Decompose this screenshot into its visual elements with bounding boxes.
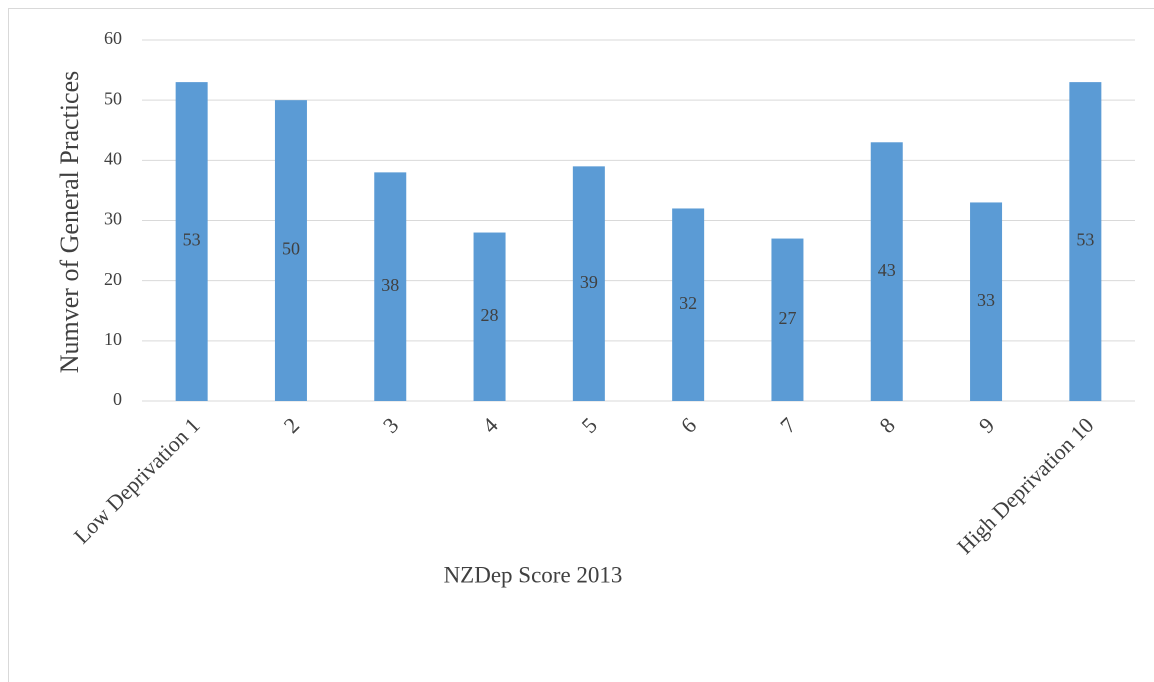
data-label: 53 (183, 230, 201, 250)
bar (175, 82, 208, 401)
data-label: 53 (1076, 230, 1094, 250)
bar (672, 208, 705, 401)
bar (771, 238, 804, 401)
y-tick-label: 30 (104, 209, 122, 229)
y-tick-label: 20 (104, 269, 122, 289)
bar (870, 142, 903, 402)
y-tick-label: 50 (104, 88, 122, 108)
x-tick-label: Low Deprivation 1 (69, 412, 205, 548)
bar (572, 166, 605, 401)
bar (1069, 82, 1102, 401)
x-tick-label: 7 (775, 412, 800, 437)
data-label: 43 (878, 260, 896, 280)
x-tick-label: 5 (576, 412, 601, 437)
data-label: 38 (381, 275, 399, 295)
chart-border (8, 8, 1154, 682)
x-tick-label: High Deprivation 10 (952, 412, 1098, 558)
x-tick-label: 3 (378, 412, 403, 437)
y-tick-label: 60 (104, 28, 122, 48)
bar (473, 232, 506, 401)
x-tick-label: 6 (676, 412, 701, 437)
data-label: 33 (977, 290, 995, 310)
bar (274, 100, 307, 402)
y-tick-label: 40 (104, 148, 122, 168)
data-label: 32 (679, 293, 697, 313)
y-tick-label: 0 (113, 389, 122, 409)
data-label: 27 (778, 308, 796, 328)
x-tick-label: 8 (874, 412, 899, 437)
bar (374, 172, 407, 401)
y-tick-label: 10 (104, 329, 122, 349)
data-label: 39 (580, 272, 598, 292)
y-axis-title: Numver of General Practices (55, 71, 84, 373)
data-label: 28 (481, 305, 499, 325)
x-tick-label: 9 (974, 412, 999, 437)
x-tick-label: 2 (279, 412, 304, 437)
x-axis-title: NZDep Score 2013 (444, 562, 623, 587)
bar (970, 202, 1003, 401)
x-tick-label: 4 (477, 412, 502, 437)
data-label: 50 (282, 239, 300, 259)
